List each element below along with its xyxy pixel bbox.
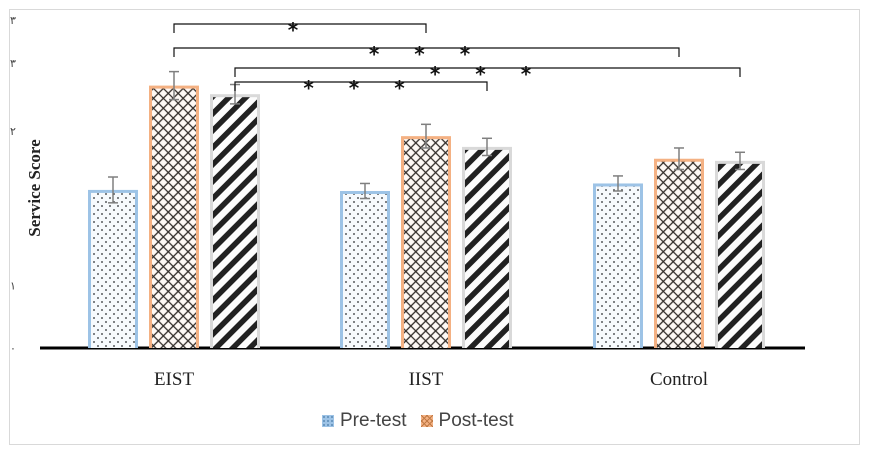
significance-label: * * *	[369, 42, 484, 66]
legend-item-pre-test: Pre-test	[322, 410, 407, 432]
legend: Pre-test Post-test	[322, 410, 514, 432]
bar	[465, 149, 509, 348]
y-tick-label: ۰	[10, 342, 16, 355]
x-tick-label: IIST	[409, 369, 444, 390]
legend-label-pre-test: Pre-test	[340, 410, 407, 431]
y-tick-label: ۱	[10, 280, 16, 293]
x-tick-label: EIST	[154, 369, 195, 390]
bar	[343, 193, 387, 348]
bar	[213, 97, 257, 348]
legend-item-post-test: Post-test	[420, 410, 514, 432]
legend-swatch-post-test	[420, 415, 433, 427]
legend-swatch-pre-test	[322, 415, 334, 427]
bar	[91, 192, 135, 348]
significance-label: * * *	[303, 76, 418, 100]
significance-bracket	[173, 47, 680, 57]
x-tick-label: Control	[650, 369, 708, 390]
y-tick-label: ۲	[10, 125, 16, 138]
significance-bracket	[173, 23, 427, 33]
significance-label: *	[288, 18, 312, 42]
chart-frame	[9, 9, 860, 445]
bar	[657, 161, 701, 348]
legend-label-post-test: Post-test	[438, 410, 514, 431]
bar	[404, 139, 448, 348]
bar	[152, 88, 196, 348]
y-tick-label: ۳	[10, 14, 16, 27]
significance-bracket	[234, 67, 741, 77]
bar	[718, 163, 762, 348]
y-tick-label: ۳	[10, 57, 16, 70]
significance-bracket	[234, 81, 488, 91]
bar	[596, 186, 640, 348]
y-axis-title: Service Score	[25, 139, 44, 237]
